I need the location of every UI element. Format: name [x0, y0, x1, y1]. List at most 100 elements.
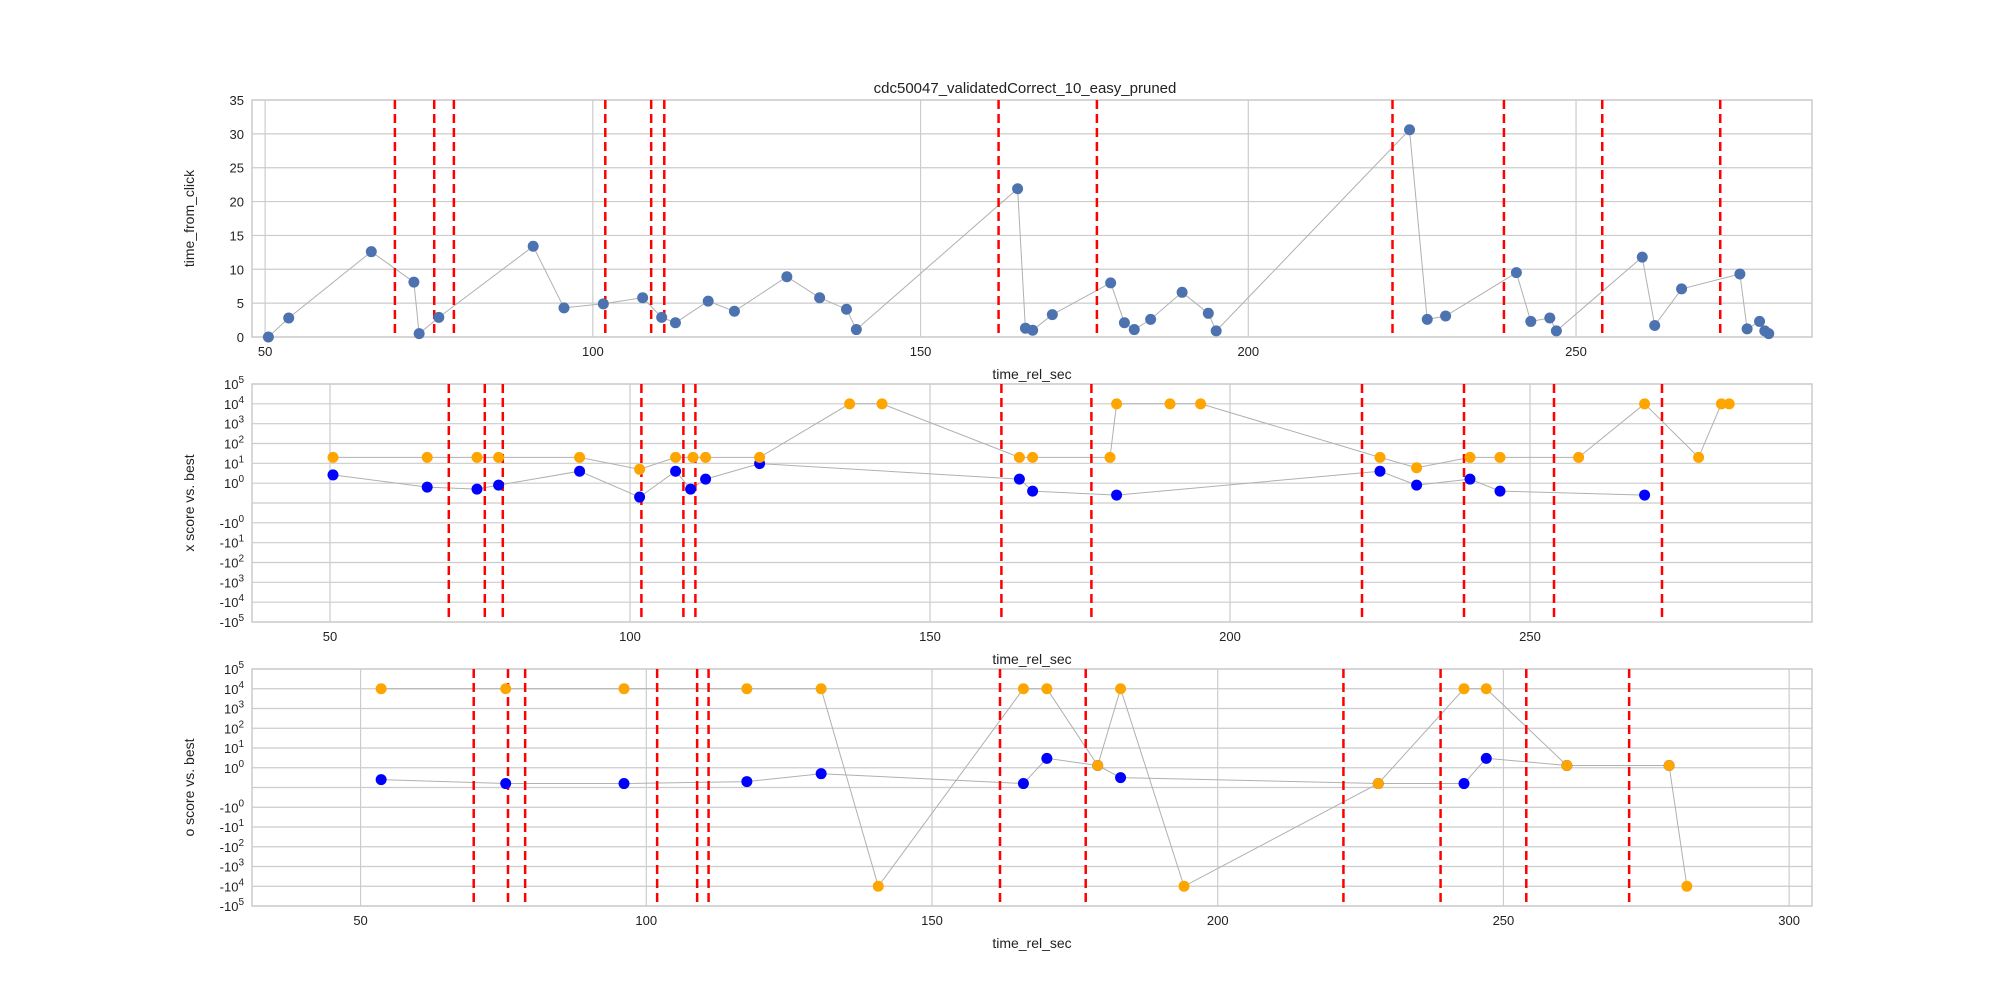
data-point — [618, 778, 630, 790]
x-tick-label: 250 — [1565, 344, 1587, 359]
data-point — [1128, 324, 1140, 336]
data-point — [262, 331, 274, 343]
data-point — [1458, 778, 1470, 790]
data-point — [1210, 325, 1222, 337]
data-point — [1104, 451, 1116, 463]
data-point — [283, 312, 295, 324]
data-point — [1404, 124, 1416, 136]
data-point — [1723, 398, 1735, 410]
data-point — [1092, 759, 1104, 771]
data-point — [1017, 778, 1029, 790]
y-tick-label: -101 — [220, 818, 245, 835]
data-point — [754, 451, 766, 463]
data-point — [634, 491, 646, 503]
x-tick-label: 50 — [353, 913, 367, 928]
data-point — [872, 880, 884, 892]
x-tick-label: 100 — [635, 913, 657, 928]
data-point — [493, 451, 505, 463]
x-tick-label: 250 — [1519, 629, 1541, 644]
data-point — [433, 311, 445, 323]
y-axis-label: x score vs. best — [181, 454, 197, 551]
data-point — [1013, 473, 1025, 485]
data-point — [656, 311, 668, 323]
data-point — [1374, 451, 1386, 463]
data-point — [815, 683, 827, 695]
y-tick-label: -100 — [220, 798, 245, 815]
x-tick-label: 150 — [921, 913, 943, 928]
data-point — [1202, 307, 1214, 319]
x-axis-label: time_rel_sec — [992, 935, 1071, 951]
data-point — [1561, 759, 1573, 771]
data-point — [408, 276, 420, 288]
data-point — [1639, 398, 1651, 410]
data-point — [375, 774, 387, 786]
y-tick-label: 35 — [230, 93, 244, 108]
x-tick-label: 150 — [919, 629, 941, 644]
data-point — [1164, 398, 1176, 410]
x-tick-label: 50 — [258, 344, 272, 359]
y-tick-label: -105 — [220, 613, 245, 630]
data-point — [1494, 485, 1506, 497]
series-connector-line — [381, 757, 1670, 785]
data-point — [781, 271, 793, 283]
data-point — [527, 240, 539, 252]
data-point — [1715, 398, 1727, 410]
data-point — [1012, 183, 1024, 195]
data-point — [1115, 772, 1127, 784]
data-point — [500, 683, 512, 695]
data-point — [1550, 325, 1562, 337]
figure-title: cdc50047_validatedCorrect_10_easy_pruned — [874, 80, 1177, 97]
data-point — [1145, 313, 1157, 325]
data-point — [421, 451, 433, 463]
data-point — [471, 451, 483, 463]
y-tick-label: -101 — [220, 534, 245, 551]
data-point — [814, 292, 826, 304]
data-point — [493, 479, 505, 491]
data-point — [1494, 451, 1506, 463]
y-tick-label: 20 — [230, 195, 244, 210]
plot-frame — [251, 99, 1813, 338]
data-point — [1374, 465, 1386, 477]
data-point — [669, 317, 681, 329]
data-point — [1741, 323, 1753, 335]
x-tick-label: 100 — [619, 629, 641, 644]
data-point — [876, 398, 888, 410]
data-point — [413, 328, 425, 340]
x-tick-label: 100 — [582, 344, 604, 359]
data-point — [1734, 268, 1746, 280]
data-point — [1372, 778, 1384, 790]
data-point — [1176, 286, 1188, 298]
data-point — [1111, 489, 1123, 501]
y-tick-label: -104 — [220, 877, 245, 894]
chart-panel-o-score: 50 100 150 200 250 300 -105 -104 -103 -102 -101 -10… — [181, 660, 1813, 951]
data-point — [1027, 485, 1039, 497]
data-point — [1027, 451, 1039, 463]
data-point — [1573, 451, 1585, 463]
series-connector-line — [268, 128, 1769, 338]
x-tick-label: 200 — [1219, 629, 1241, 644]
data-point — [1111, 398, 1123, 410]
x-axis-label: time_rel_sec — [992, 651, 1071, 667]
y-tick-label: 10 — [230, 262, 244, 277]
data-point — [1754, 315, 1766, 327]
x-tick-label: 300 — [1778, 913, 1800, 928]
data-point — [1525, 315, 1537, 327]
data-point — [500, 778, 512, 790]
y-tick-label: 15 — [230, 228, 244, 243]
x-tick-label: 150 — [910, 344, 932, 359]
data-point — [1676, 283, 1688, 295]
data-point — [1464, 473, 1476, 485]
data-point — [1118, 317, 1130, 329]
data-point — [670, 451, 682, 463]
y-tick-label: 5 — [237, 296, 244, 311]
data-point — [327, 451, 339, 463]
data-point — [574, 465, 586, 477]
y-axis-label: time_from_click — [181, 169, 197, 267]
y-tick-label: -102 — [220, 838, 245, 855]
data-point — [1480, 752, 1492, 764]
data-point — [1458, 683, 1470, 695]
data-point — [1041, 752, 1053, 764]
data-point — [1681, 880, 1693, 892]
data-point — [558, 302, 570, 314]
